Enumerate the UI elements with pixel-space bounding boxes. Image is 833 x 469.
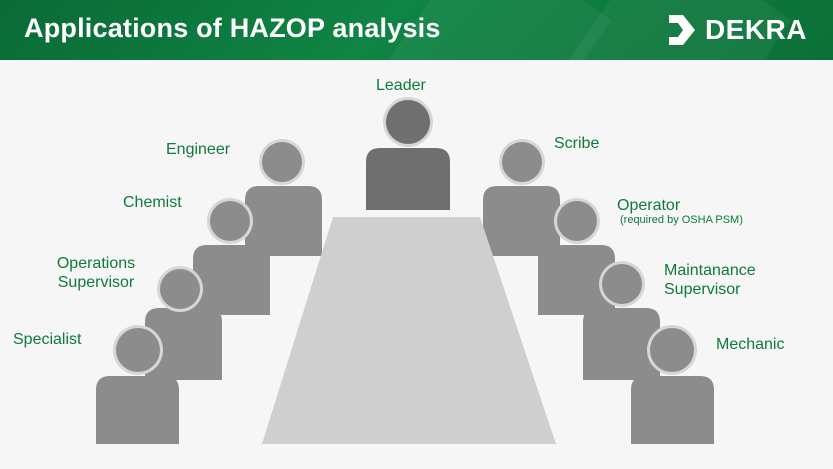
person-engineer <box>245 139 322 256</box>
dekra-chevron-logo-icon <box>668 15 695 45</box>
logo-text: DEKRA <box>704 14 807 45</box>
meeting-diagram <box>96 97 714 444</box>
person-operator <box>538 198 615 315</box>
label-operator-note: (required by OSHA PSM) <box>620 214 743 226</box>
label-operations-supervisor-line1: Operations <box>56 255 136 272</box>
person-chemist <box>193 198 270 315</box>
person-maintenance-supervisor <box>583 261 660 380</box>
label-operations-supervisor: Operations Supervisor <box>44 254 148 292</box>
header-banner: Applications of HAZOP analysis DEKRA <box>0 0 833 60</box>
person-operations-supervisor <box>145 266 222 380</box>
meeting-table <box>262 217 556 444</box>
person-specialist <box>96 325 179 444</box>
label-leader: Leader <box>376 77 426 94</box>
label-scribe: Scribe <box>554 135 600 152</box>
label-mechanic: Mechanic <box>716 336 785 353</box>
person-mechanic <box>631 325 714 444</box>
person-scribe <box>483 139 560 256</box>
label-specialist: Specialist <box>13 331 82 348</box>
page-title: Applications of HAZOP analysis <box>24 13 441 43</box>
label-maintenance-supervisor-line1: Maintanance <box>664 262 756 279</box>
dekra-logo: DEKRA <box>667 13 807 47</box>
label-operator: Operator <box>617 197 681 214</box>
person-leader <box>366 97 450 210</box>
label-maintenance-supervisor: Maintanance Supervisor <box>664 261 756 299</box>
label-maintenance-supervisor-line2: Supervisor <box>664 281 741 298</box>
label-operations-supervisor-line2: Supervisor <box>57 274 135 291</box>
label-chemist: Chemist <box>123 194 182 211</box>
label-engineer: Engineer <box>166 141 231 158</box>
